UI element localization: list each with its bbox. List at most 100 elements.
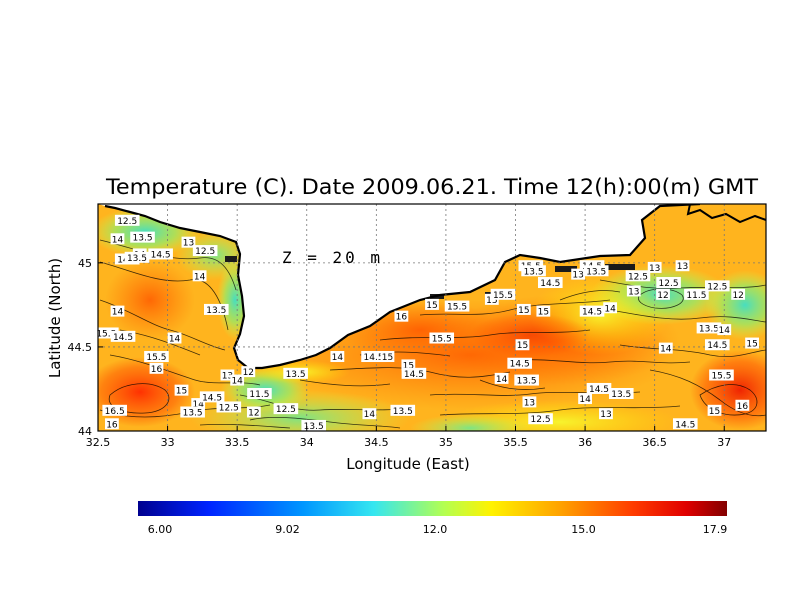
contour-label-bg: [124, 251, 150, 263]
contour-label: 16: [149, 362, 164, 375]
contour-label-text: 15: [746, 340, 757, 350]
contour-label-bg: [536, 305, 551, 317]
contour-label-bg: [516, 303, 531, 315]
contour-label: 12: [241, 366, 256, 378]
contour-label-text: 12.5: [659, 279, 679, 289]
contour-label-bg: [174, 384, 189, 396]
contour-label-bg: [110, 233, 125, 245]
contour-label: 12.5: [192, 245, 218, 257]
contour-label-bg: [528, 413, 553, 425]
contour-label-bg: [230, 374, 245, 386]
contour-label-text: 13.5: [206, 306, 226, 316]
contour-label: 14: [230, 374, 245, 387]
contour-label: 14: [330, 351, 345, 363]
contour-label-bg: [216, 401, 242, 413]
contour-label-text: 15: [426, 301, 437, 311]
x-tick-label: 36: [578, 436, 592, 449]
contour-label: 14.5: [199, 391, 225, 403]
contour-label-text: 15.5: [447, 303, 467, 313]
contour-label-text: 15: [518, 306, 529, 316]
contour-label-text: 13: [677, 262, 688, 272]
contour-label-bg: [494, 372, 509, 384]
contour-label-text: 12: [732, 291, 743, 301]
contour-label-text: 14: [496, 375, 508, 385]
contour-label-text: 13.5: [304, 422, 324, 432]
contour-label-bg: [707, 404, 722, 416]
contour-labels: 12.51413.51414.513.514.51312.51413.51415…: [94, 214, 759, 432]
contour-label: 13.5: [203, 303, 229, 316]
contour-label-bg: [599, 408, 613, 420]
contour-label: 13.5: [583, 265, 609, 277]
contour-label: 14.5: [401, 367, 427, 380]
contour-label-bg: [704, 280, 730, 292]
contour-label: 15.5: [490, 288, 516, 301]
contour-label-bg: [301, 419, 327, 431]
contour-label-text: 12: [657, 291, 668, 301]
contour-label-bg: [380, 351, 395, 363]
contour-label: 13: [181, 236, 196, 249]
contour-label-text: 13.5: [611, 390, 631, 400]
contour-label-bg: [684, 288, 709, 300]
contour-label: 13.5: [390, 404, 416, 417]
contour-label: 15: [536, 305, 551, 318]
contour-label-text: 13.5: [286, 370, 306, 380]
contour-label-text: 13: [600, 410, 611, 420]
contour-label: 14.5: [537, 277, 563, 289]
contour-label-bg: [192, 245, 218, 257]
contour-label-text: 12.5: [628, 272, 648, 282]
contour-label-bg: [361, 351, 386, 363]
contour-label-text: 14.5: [540, 279, 560, 289]
contour-label: 14: [494, 372, 509, 385]
contour-label: 12.5: [704, 280, 730, 292]
contour-label-bg: [717, 324, 732, 336]
contour-label: 14.5: [672, 418, 698, 430]
contour-label-text: 16: [151, 365, 163, 375]
contour-label-text: 14: [364, 410, 376, 420]
colorbar-tick-label: 12.0: [423, 523, 448, 536]
contour-label-bg: [167, 332, 182, 344]
contour-label: 12: [246, 406, 261, 419]
contour-label-text: 16: [106, 420, 118, 430]
contour-label-text: 12.5: [707, 282, 727, 292]
contour-label: 13.5: [124, 251, 150, 264]
contour-label-bg: [672, 418, 698, 430]
contour-label: 15.5: [144, 351, 169, 363]
contour-label-text: 13.5: [133, 234, 153, 244]
x-tick-label: 34: [300, 436, 314, 449]
contour-label: 13: [675, 260, 690, 272]
contour-label: 13.5: [283, 367, 308, 380]
contour-label: 13.5: [696, 322, 722, 334]
contour-label-text: 14: [169, 335, 181, 345]
contour-label-text: 14.5: [582, 308, 602, 318]
contour-label-bg: [192, 270, 207, 282]
contour-label-text: 12: [243, 368, 254, 378]
contour-label-bg: [571, 268, 586, 280]
contour-label-text: 13.5: [517, 377, 537, 387]
contour-label: 15: [515, 339, 530, 351]
contour-label-text: 12.5: [195, 247, 215, 257]
contour-label-text: 15.5: [432, 335, 452, 345]
contour-label-text: 12.5: [219, 403, 239, 413]
colorbar-tick-label: 17.9: [703, 523, 728, 536]
contour-label: 14.5: [507, 357, 532, 370]
contour-label-bg: [537, 277, 563, 289]
contour-label: 14: [658, 342, 673, 355]
contour-label: 13.5: [130, 231, 155, 244]
contour-label-bg: [735, 399, 750, 411]
contour-label-text: 13: [222, 372, 233, 382]
colorbar-tick-label: 9.02: [275, 523, 300, 536]
contour-label: 13.5: [521, 265, 546, 277]
contour-label-bg: [110, 305, 125, 317]
y-tick-label: 44.5: [68, 341, 93, 354]
contour-label-text: 14.5: [589, 385, 609, 395]
contour-label: 12: [656, 288, 670, 301]
contour-label-bg: [199, 391, 225, 403]
contour-label-text: 14.5: [113, 333, 133, 343]
contour-label-bg: [656, 288, 670, 300]
contour-label: 12.5: [114, 214, 140, 227]
contour-label-text: 15: [382, 353, 393, 363]
x-tick-label: 35.5: [503, 436, 528, 449]
contour-label: 12.5: [216, 401, 242, 413]
contour-label-text: 13.5: [127, 254, 147, 264]
contour-label-bg: [745, 337, 759, 349]
